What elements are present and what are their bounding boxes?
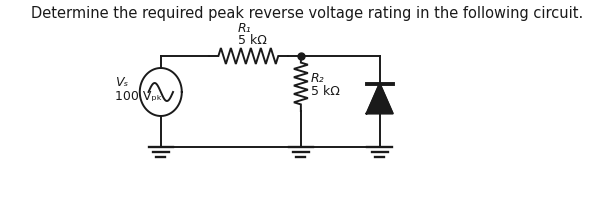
Text: 5 kΩ: 5 kΩ — [238, 34, 266, 47]
Text: Determine the required peak reverse voltage rating in the following circuit.: Determine the required peak reverse volt… — [31, 6, 583, 21]
Polygon shape — [367, 84, 393, 114]
Text: 100 Vₚₖ: 100 Vₚₖ — [115, 90, 162, 103]
Text: R₂: R₂ — [311, 72, 324, 85]
Text: 5 kΩ: 5 kΩ — [311, 85, 340, 98]
Text: Vₛ: Vₛ — [115, 76, 128, 89]
Text: R₁: R₁ — [238, 22, 252, 35]
